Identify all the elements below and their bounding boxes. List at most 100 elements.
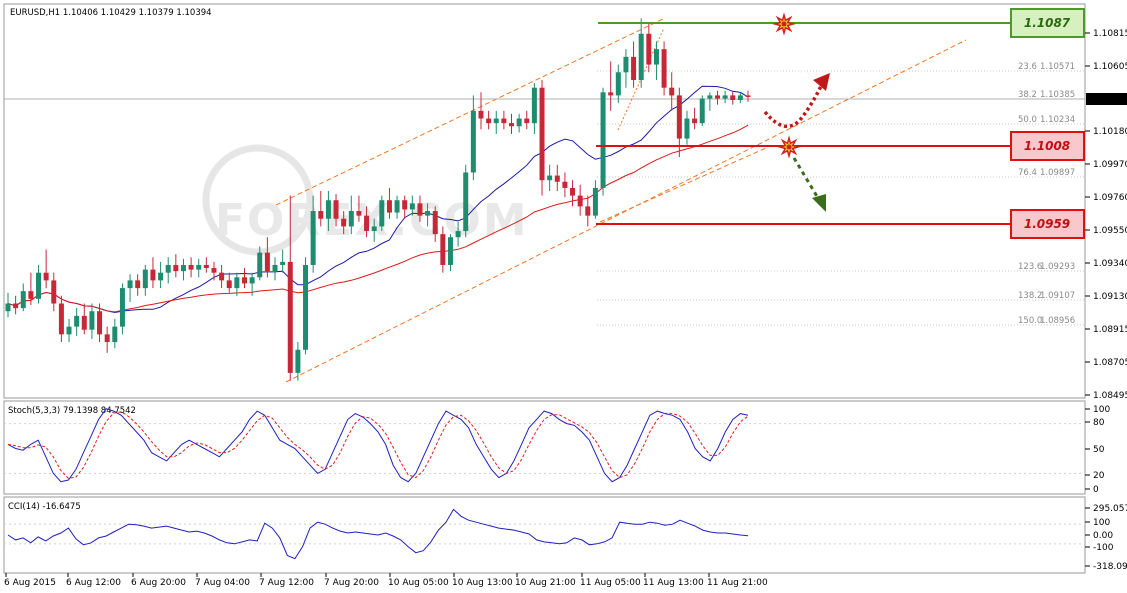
candle-body bbox=[36, 272, 42, 299]
candle-body bbox=[425, 211, 431, 216]
candle-body bbox=[653, 49, 659, 65]
price-tick-label: 1.08705 bbox=[1093, 358, 1127, 368]
candle-body bbox=[104, 334, 110, 343]
candle bbox=[303, 257, 309, 355]
price-pane bbox=[3, 3, 1086, 399]
candle-body bbox=[577, 195, 583, 207]
candle-body bbox=[737, 95, 743, 101]
stochastic-lines bbox=[7, 408, 749, 483]
candle bbox=[66, 318, 72, 343]
candle bbox=[58, 295, 64, 343]
candle-body bbox=[570, 187, 576, 196]
candle-body bbox=[28, 291, 34, 299]
candle bbox=[264, 237, 270, 278]
fib-price: 1.09897 bbox=[1040, 168, 1075, 178]
stoch-tick-label: 100 bbox=[1093, 405, 1110, 415]
candle-body bbox=[287, 261, 293, 373]
time-tick-label: 11 Aug 21:00 bbox=[707, 578, 768, 588]
fib-price: 1.10385 bbox=[1040, 90, 1075, 100]
fib-percent: 138.2 bbox=[1018, 291, 1042, 301]
candle bbox=[570, 180, 576, 207]
fib-percent: 50.0 bbox=[1018, 115, 1037, 125]
candle-body bbox=[402, 200, 408, 210]
candle bbox=[615, 64, 621, 104]
candle-body bbox=[318, 211, 324, 219]
candle bbox=[318, 190, 324, 227]
candle-body bbox=[89, 311, 95, 330]
candle bbox=[684, 110, 690, 145]
candle bbox=[180, 258, 186, 281]
candle bbox=[188, 257, 194, 278]
candle-body bbox=[234, 277, 240, 289]
fib-percent: 38.2 bbox=[1018, 90, 1037, 100]
candle-body bbox=[745, 95, 751, 97]
current-price-label: 1.10394 bbox=[1092, 95, 1127, 105]
candle bbox=[341, 211, 347, 235]
candle-body bbox=[608, 92, 614, 96]
candle-body bbox=[66, 326, 72, 335]
candle bbox=[364, 206, 370, 238]
candle-body bbox=[432, 211, 438, 235]
candle bbox=[226, 272, 232, 293]
candle-body bbox=[707, 95, 713, 99]
candle-body bbox=[676, 95, 682, 139]
price-tick-label: 1.08915 bbox=[1093, 325, 1127, 335]
candle bbox=[608, 61, 614, 111]
time-tick-label: 11 Aug 05:00 bbox=[580, 578, 641, 588]
stoch-main-line bbox=[7, 408, 749, 483]
candle bbox=[531, 83, 537, 134]
channel-lower-recent bbox=[599, 147, 767, 223]
bearish-arrowhead-icon bbox=[812, 194, 826, 212]
candle bbox=[165, 257, 171, 284]
candle bbox=[348, 195, 354, 235]
candle bbox=[646, 22, 652, 73]
candle-body bbox=[135, 280, 141, 289]
candle-body bbox=[371, 226, 377, 232]
candle bbox=[36, 264, 42, 304]
price-tick-label: 1.09760 bbox=[1093, 193, 1127, 203]
candle-body bbox=[249, 277, 255, 284]
candle-body bbox=[158, 272, 164, 281]
candle-body bbox=[173, 264, 179, 272]
candle bbox=[714, 90, 720, 105]
candle bbox=[280, 249, 286, 273]
candle-body bbox=[463, 172, 469, 232]
candle bbox=[631, 41, 637, 88]
candle-body bbox=[43, 272, 49, 281]
cci-tick-label: 100 bbox=[1093, 518, 1110, 528]
cci-line bbox=[7, 508, 749, 560]
candle bbox=[74, 308, 80, 336]
candle-body bbox=[730, 95, 736, 101]
candle-body bbox=[646, 33, 652, 65]
candle-body bbox=[470, 110, 476, 173]
candle-body bbox=[51, 280, 57, 304]
candle bbox=[272, 257, 278, 281]
candle bbox=[440, 226, 446, 273]
level-label: 1.1008 bbox=[1024, 139, 1070, 153]
candle-body bbox=[180, 264, 186, 272]
time-tick-label: 10 Aug 13:00 bbox=[452, 578, 513, 588]
chart-header: EURUSD,H1 1.10406 1.10429 1.10379 1.1039… bbox=[10, 8, 212, 18]
svg-text:FOREX.COM: FOREX.COM bbox=[215, 195, 529, 246]
candle bbox=[203, 257, 209, 273]
candle-body bbox=[661, 49, 667, 88]
candle-body bbox=[142, 269, 148, 289]
candle bbox=[493, 110, 499, 134]
stoch-signal-line bbox=[7, 411, 749, 479]
candle bbox=[402, 195, 408, 219]
candle-body bbox=[592, 187, 598, 216]
axes: 1.10815 1.10605 1.10180 1.09970 1.09760 1.095… bbox=[4, 29, 1127, 588]
candle bbox=[295, 342, 301, 381]
stoch-tick-label: 20 bbox=[1093, 471, 1105, 481]
candle-body bbox=[241, 277, 247, 284]
candle-body bbox=[699, 98, 705, 124]
candle-body bbox=[295, 349, 301, 373]
candle bbox=[600, 87, 606, 196]
candle-body bbox=[692, 118, 698, 124]
candle-body bbox=[196, 264, 202, 270]
support-marker-icon-core bbox=[786, 144, 792, 150]
candle bbox=[417, 195, 423, 222]
candle-body bbox=[280, 261, 286, 265]
candle bbox=[737, 92, 743, 104]
